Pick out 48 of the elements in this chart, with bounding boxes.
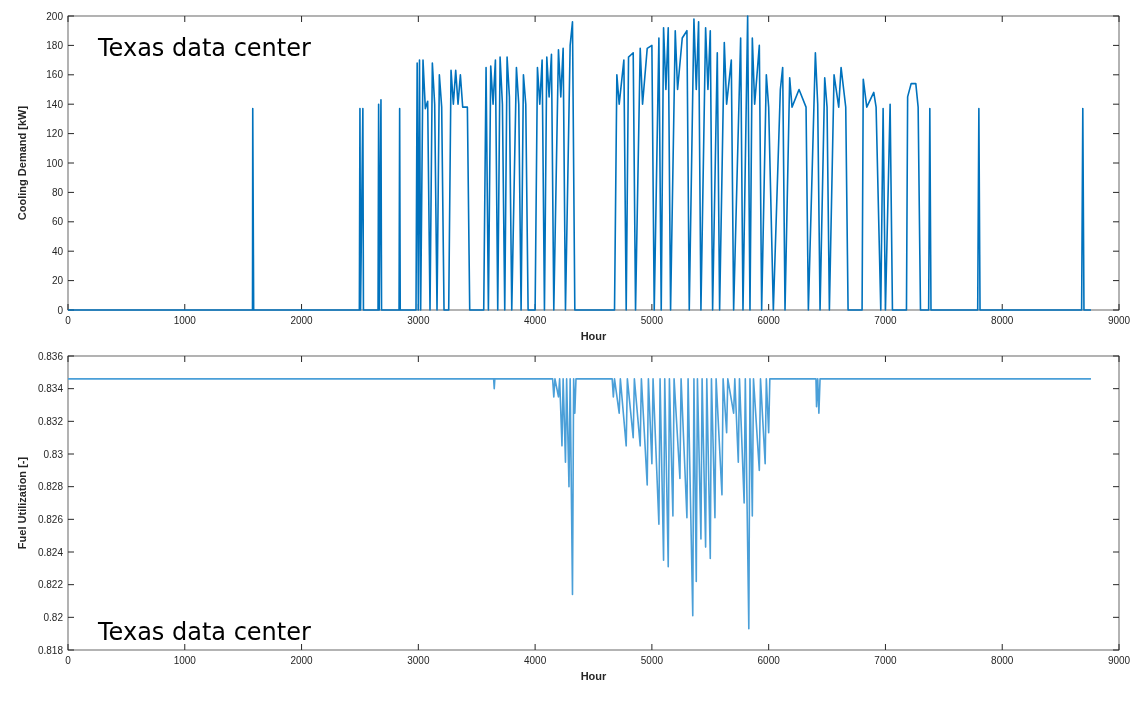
y-tick-label: 0.822 [37, 579, 64, 591]
x-tick-label: 4000 [523, 655, 547, 666]
x-tick-label: 2000 [290, 315, 314, 326]
x-tick-label: 7000 [874, 655, 897, 666]
x-tick-label: 2000 [290, 655, 314, 666]
x-tick-label: 5000 [640, 315, 664, 326]
x-tick-label: 9000 [1107, 655, 1131, 666]
y-tick-label: 0.836 [37, 350, 64, 362]
y-tick-label: 80 [51, 186, 64, 198]
x-tick-label: 4000 [523, 315, 547, 326]
line-series [67, 15, 1092, 311]
x-tick-label: 9000 [1107, 315, 1131, 326]
y-tick-label: 20 [51, 275, 64, 287]
y-tick-label: 60 [51, 216, 64, 228]
y-tick-label: 0.82 [43, 611, 64, 623]
y-tick-label: 140 [46, 98, 64, 110]
x-tick-label: 3000 [407, 315, 430, 326]
x-axis-title: Hour [580, 670, 608, 682]
y-tick-label: 0.834 [37, 383, 64, 395]
y-tick-label: 40 [51, 245, 64, 257]
y-tick-label: 200 [46, 10, 64, 22]
x-tick-label: 8000 [991, 655, 1014, 666]
y-tick-label: 160 [46, 69, 64, 81]
x-tick-label: 0 [65, 315, 72, 326]
y-tick-label: 0.826 [37, 513, 64, 525]
y-tick-label: 0.818 [37, 644, 64, 656]
x-tick-label: 7000 [874, 315, 897, 326]
y-tick-label: 0.832 [37, 415, 64, 427]
y-tick-label: 0.824 [37, 546, 64, 558]
y-tick-label: 180 [46, 39, 64, 51]
x-tick-label: 5000 [640, 655, 664, 666]
x-tick-label: 1000 [173, 655, 197, 666]
y-tick-label: 120 [46, 128, 64, 140]
x-tick-label: 3000 [407, 655, 430, 666]
x-tick-label: 6000 [757, 315, 781, 326]
y-axis-title: Cooling Demand [kW] [16, 105, 28, 221]
y-axis-title: Fuel Utilization [-] [16, 456, 28, 550]
x-tick-label: 1000 [173, 315, 197, 326]
x-tick-label: 6000 [757, 655, 781, 666]
y-tick-label: 0.83 [43, 448, 64, 460]
x-tick-label: 0 [65, 655, 72, 666]
annotation: Texas data center [97, 34, 311, 62]
y-tick-label: 0 [57, 304, 64, 316]
y-tick-label: 100 [46, 157, 64, 169]
annotation: Texas data center [97, 618, 311, 646]
x-tick-label: 8000 [991, 315, 1014, 326]
x-axis-title: Hour [580, 330, 608, 342]
y-tick-label: 0.828 [37, 481, 64, 493]
